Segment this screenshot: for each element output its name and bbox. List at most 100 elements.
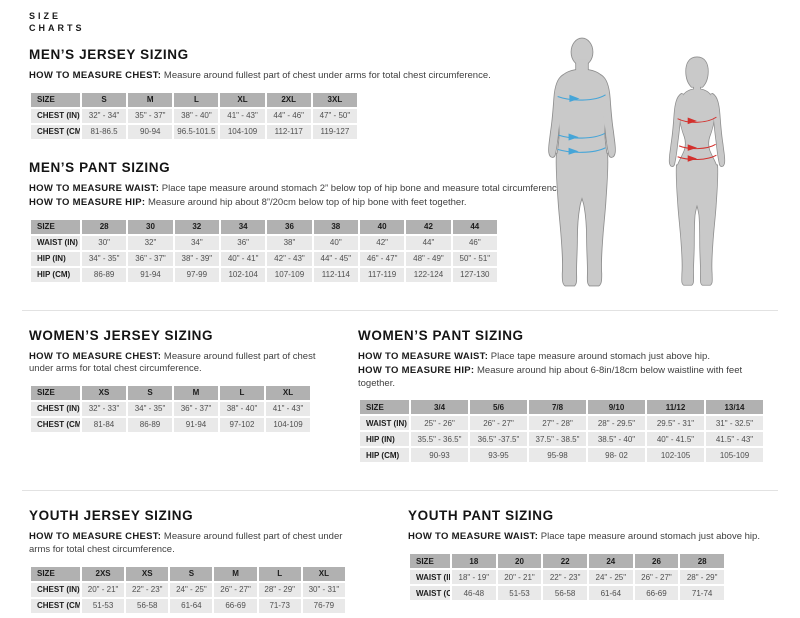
header-row: SIZE 3/4 5/6 7/8 9/10 11/12 13/14 bbox=[360, 400, 763, 415]
column-header: 2XS bbox=[82, 566, 125, 581]
male-waist-measure-arrow bbox=[558, 132, 605, 141]
measure-note-label: HOW TO MEASURE WAIST: bbox=[408, 531, 539, 543]
value-cell: 34" - 35" bbox=[82, 251, 127, 266]
column-header: 28 bbox=[82, 219, 127, 234]
column-header: M bbox=[214, 566, 257, 581]
table-row: CHEST (CM) 51-53 56-58 61-64 66-69 71-73 76-79 bbox=[31, 598, 345, 613]
value-cell: 28" - 29.5" bbox=[588, 416, 645, 431]
female-body-diagram bbox=[668, 56, 726, 286]
size-column-header: SIZE bbox=[31, 92, 80, 107]
value-cell: 42" bbox=[359, 235, 405, 250]
measure-note-text: Measure around fullest part of chest und… bbox=[29, 350, 316, 375]
mens-pant-size-table: SIZE 28 30 32 34 36 38 40 42 44 WAIST (IN) 30" 32" 34… bbox=[29, 218, 499, 284]
value-cell: 38" - 39" bbox=[174, 251, 219, 266]
table-row: HIP (CM) 90-93 93-95 95-98 98- 02 102-105 105-… bbox=[360, 448, 763, 463]
size-column-header: SIZE bbox=[360, 400, 409, 415]
value-cell: 117-119 bbox=[359, 267, 405, 282]
womens-jersey-section: WOMEN’S JERSEY SIZING HOW TO MEASURE CHE… bbox=[29, 328, 358, 465]
value-cell: 86-89 bbox=[82, 267, 127, 282]
value-cell: 26" - 27" bbox=[634, 570, 679, 584]
table-row: CHEST (IN) 32" - 34" 35" - 37" 38" - 40" 41"… bbox=[31, 108, 357, 123]
table-row: WAIST (IN) 25" - 26" 26" - 27" 27" - 28" 28"… bbox=[360, 416, 763, 431]
column-header: L bbox=[220, 385, 264, 400]
value-cell: 44" bbox=[406, 235, 451, 250]
value-cell: 51-53 bbox=[82, 598, 125, 613]
measure-note-label: HOW TO MEASURE WAIST: bbox=[358, 350, 489, 362]
value-cell: 30" - 31" bbox=[302, 582, 345, 597]
value-cell: 112-117 bbox=[266, 124, 311, 139]
value-cell: 47" - 50" bbox=[312, 108, 357, 123]
measure-note: HOW TO MEASURE HIP: Measure around hip a… bbox=[29, 197, 770, 210]
value-cell: 112-114 bbox=[313, 267, 358, 282]
table-row: CHEST (IN) 20" - 21" 22" - 23" 24" - 25" 26"… bbox=[31, 582, 345, 597]
column-header: 24 bbox=[588, 554, 633, 568]
row-label: WAIST (CM) bbox=[410, 586, 450, 600]
measure-note: HOW TO MEASURE HIP: Measure around hip a… bbox=[358, 365, 770, 390]
value-cell: 22" - 23" bbox=[126, 582, 169, 597]
female-waist-measure-arrow bbox=[678, 143, 716, 151]
row-label: CHEST (IN) bbox=[31, 108, 80, 123]
measure-note-text: Measure around fullest part of chest und… bbox=[163, 70, 491, 82]
value-cell: 95-98 bbox=[529, 448, 586, 463]
value-cell: 90-93 bbox=[411, 448, 468, 463]
table-row: HIP (IN) 35.5" - 36.5" 36.5" -37.5" 37.5" -… bbox=[360, 432, 763, 447]
section-divider bbox=[22, 309, 778, 311]
youth-pant-section: YOUTH PANT SIZING HOW TO MEASURE WAIST: … bbox=[408, 508, 770, 614]
value-cell: 102-105 bbox=[647, 448, 704, 463]
value-cell: 96.5-101.5 bbox=[174, 124, 219, 139]
value-cell: 18" - 19" bbox=[452, 570, 496, 584]
value-cell: 42" - 43" bbox=[267, 251, 312, 266]
table-row: WAIST (IN)18" - 19"20" - 21"22" - 23"24"… bbox=[410, 570, 724, 584]
header-row: SIZE 28 30 32 34 36 38 40 42 44 bbox=[31, 219, 497, 234]
measure-note-label: HOW TO MEASURE CHEST: bbox=[29, 70, 162, 82]
column-header: M bbox=[128, 92, 173, 107]
column-header: L bbox=[174, 92, 219, 107]
column-header: S bbox=[82, 92, 127, 107]
row-label: CHEST (IN) bbox=[31, 401, 80, 416]
column-header: 13/14 bbox=[706, 400, 763, 415]
value-cell: 32" - 34" bbox=[82, 108, 127, 123]
table-row: HIP (CM) 86-89 91-94 97-99 102-104 107-109 112… bbox=[31, 267, 497, 282]
measure-note-text: Place tape measure around stomach just a… bbox=[540, 531, 760, 543]
value-cell: 30" bbox=[82, 235, 127, 250]
table-row: CHEST (IN) 32" - 33" 34" - 35" 36" - 37" 38"… bbox=[31, 401, 310, 416]
value-cell: 25" - 26" bbox=[411, 416, 468, 431]
value-cell: 36" - 37" bbox=[174, 401, 218, 416]
value-cell: 27" - 28" bbox=[529, 416, 586, 431]
value-cell: 76-79 bbox=[302, 598, 345, 613]
row-label: HIP (CM) bbox=[31, 267, 80, 282]
section-title: WOMEN’S PANT SIZING bbox=[358, 327, 524, 343]
value-cell: 97-102 bbox=[220, 417, 264, 432]
youth-jersey-section: YOUTH JERSEY SIZING HOW TO MEASURE CHEST… bbox=[29, 508, 408, 614]
table-row: CHEST (CM) 81-86.5 90-94 96.5-101.5 104-109 1… bbox=[31, 124, 357, 139]
value-cell: 56-58 bbox=[543, 586, 587, 600]
column-header: 3/4 bbox=[411, 400, 468, 415]
column-header: 5/6 bbox=[470, 400, 527, 415]
female-chest-measure-arrow bbox=[677, 116, 717, 125]
value-cell: 50" - 51" bbox=[452, 251, 497, 266]
value-cell: 105-109 bbox=[706, 448, 763, 463]
value-cell: 41.5" - 43" bbox=[706, 432, 763, 447]
value-cell: 26" - 27" bbox=[214, 582, 257, 597]
column-header: 11/12 bbox=[647, 400, 704, 415]
row-label: HIP (IN) bbox=[360, 432, 409, 447]
male-chest-measure-arrow bbox=[557, 94, 606, 103]
row-label: HIP (CM) bbox=[360, 448, 409, 463]
value-cell: 91-94 bbox=[128, 267, 173, 282]
value-cell: 104-109 bbox=[220, 124, 265, 139]
value-cell: 122-124 bbox=[406, 267, 451, 282]
value-cell: 24" - 25" bbox=[170, 582, 213, 597]
column-header: 38 bbox=[313, 219, 358, 234]
column-header: 2XL bbox=[266, 92, 311, 107]
value-cell: 37.5" - 38.5" bbox=[529, 432, 586, 447]
header-row: SIZE XS S M L XL bbox=[31, 385, 310, 400]
measure-note: HOW TO MEASURE CHEST: Measure around ful… bbox=[29, 351, 327, 376]
womens-pant-section: WOMEN’S PANT SIZING HOW TO MEASURE WAIST… bbox=[358, 328, 770, 465]
value-cell: 44" - 46" bbox=[266, 108, 311, 123]
value-cell: 102-104 bbox=[220, 267, 266, 282]
column-header: 44 bbox=[452, 219, 497, 234]
value-cell: 66-69 bbox=[214, 598, 257, 613]
section-divider bbox=[22, 490, 778, 492]
value-cell: 31" - 32.5" bbox=[706, 416, 763, 431]
column-header: 30 bbox=[128, 219, 173, 234]
